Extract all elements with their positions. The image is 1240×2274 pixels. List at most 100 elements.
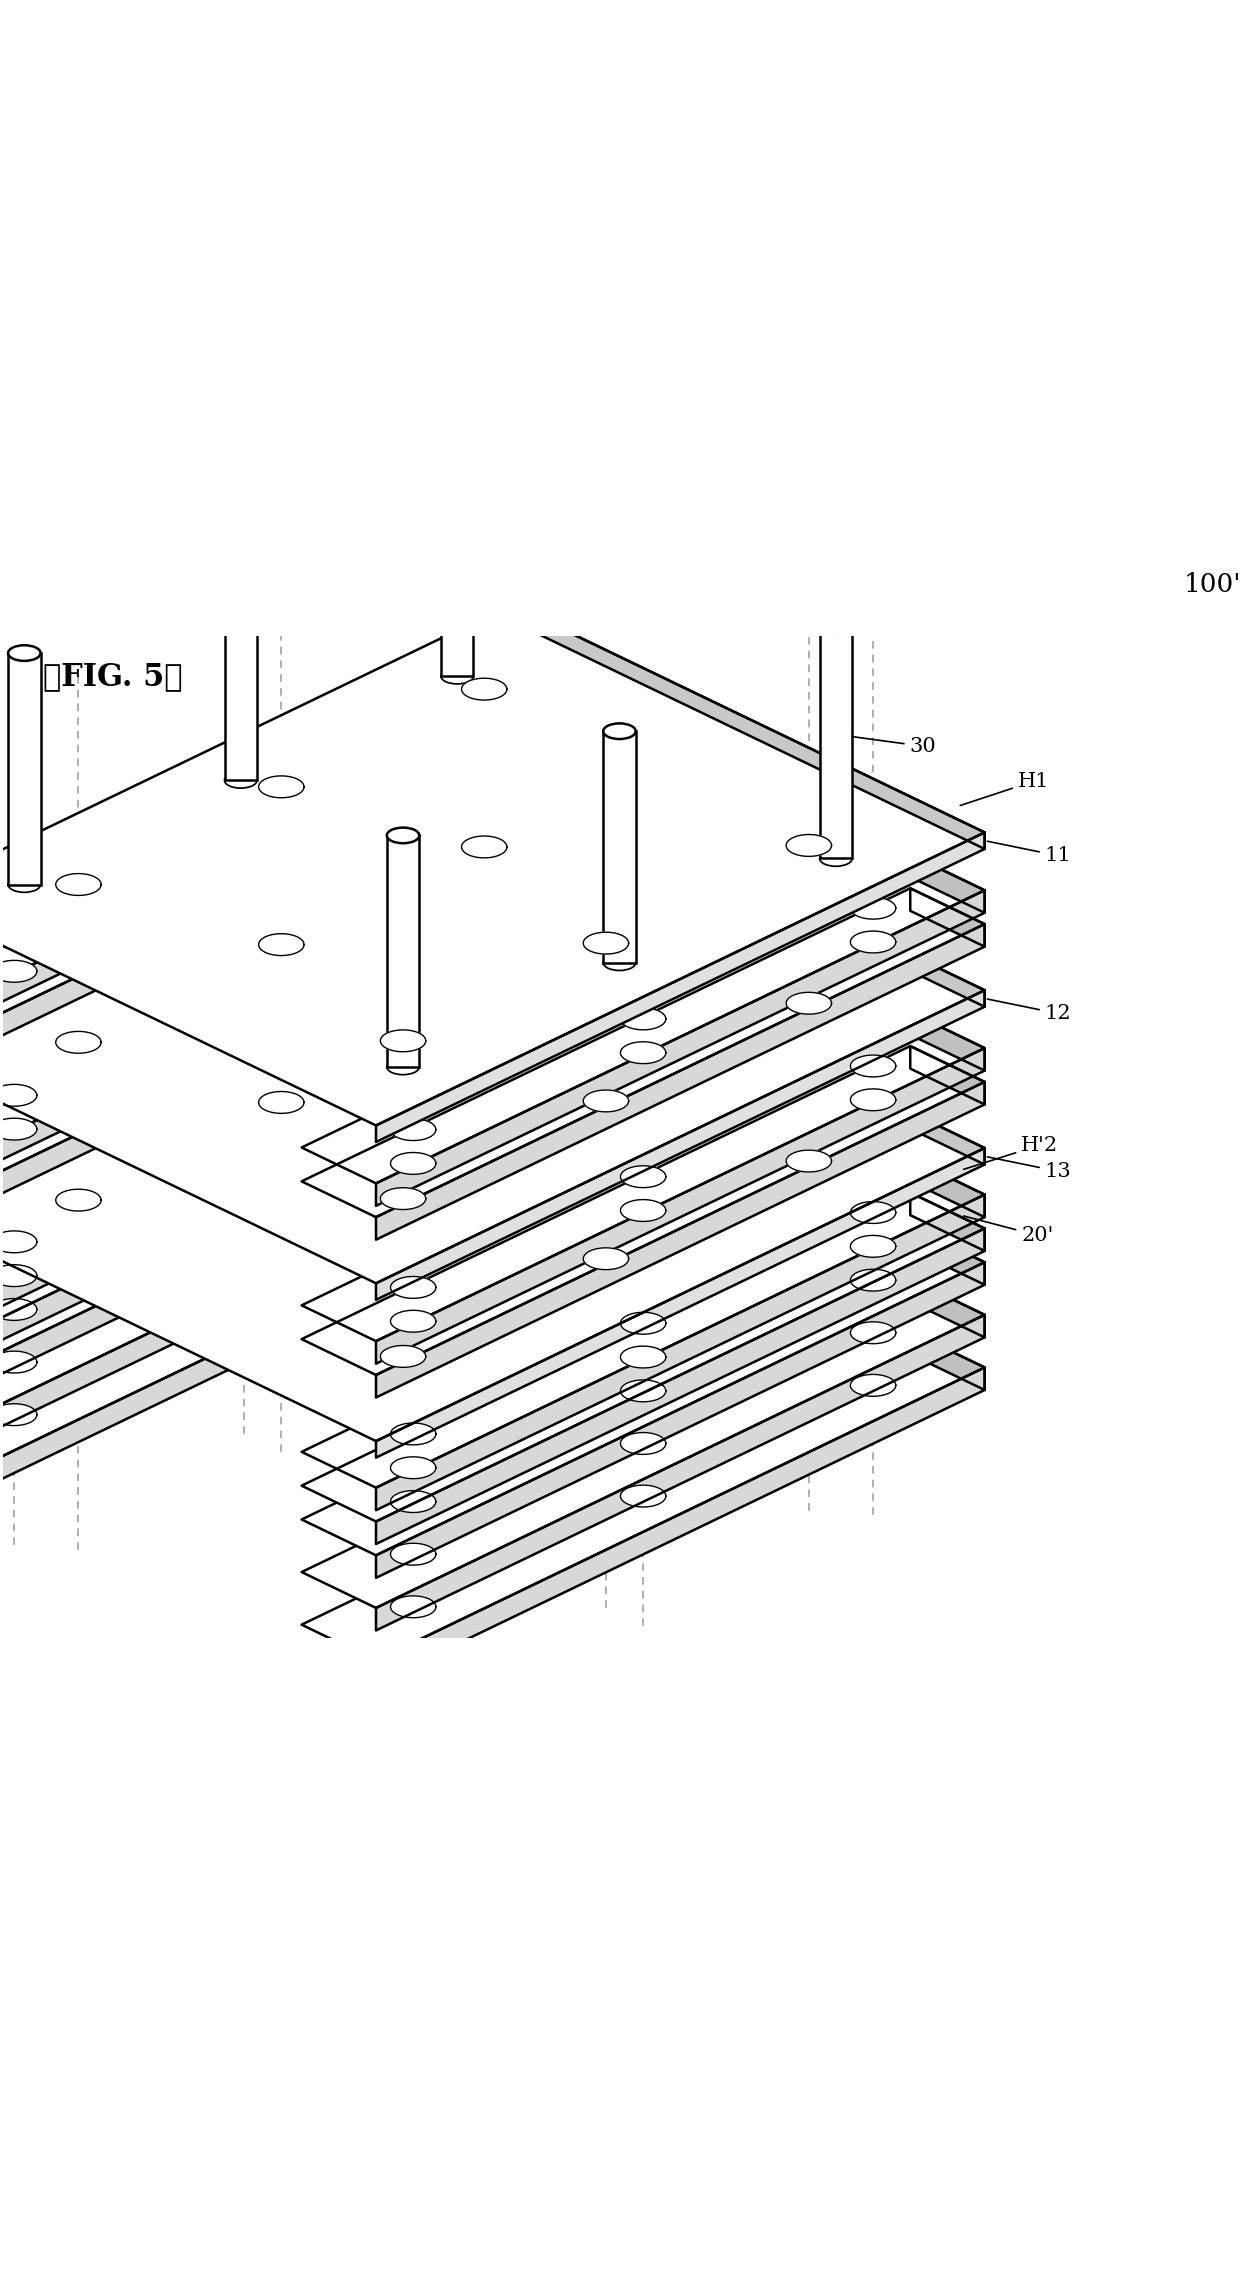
Polygon shape <box>376 832 985 1142</box>
Polygon shape <box>222 1007 267 1030</box>
Polygon shape <box>910 889 985 946</box>
Polygon shape <box>391 1458 436 1478</box>
Polygon shape <box>620 1201 666 1221</box>
Polygon shape <box>391 1424 436 1444</box>
Polygon shape <box>0 1176 585 1492</box>
Polygon shape <box>0 698 585 1014</box>
Polygon shape <box>620 1380 666 1401</box>
Ellipse shape <box>224 541 257 557</box>
Polygon shape <box>391 1153 436 1173</box>
Polygon shape <box>56 1032 102 1053</box>
Polygon shape <box>451 896 497 919</box>
Polygon shape <box>0 960 37 982</box>
Polygon shape <box>461 994 507 1016</box>
Polygon shape <box>910 1278 985 1337</box>
Polygon shape <box>511 1035 585 1094</box>
Polygon shape <box>376 1082 985 1399</box>
Text: H1: H1 <box>960 771 1049 805</box>
Polygon shape <box>301 1226 985 1555</box>
Polygon shape <box>620 1041 666 1064</box>
Polygon shape <box>376 989 985 1301</box>
Polygon shape <box>511 662 585 721</box>
Polygon shape <box>786 1151 832 1171</box>
Text: 12: 12 <box>987 998 1071 1023</box>
Text: 20': 20' <box>963 1217 1054 1244</box>
Polygon shape <box>910 1192 985 1251</box>
Polygon shape <box>620 1433 666 1455</box>
Text: H'2: H'2 <box>963 1135 1058 1169</box>
Polygon shape <box>851 1055 895 1078</box>
Polygon shape <box>0 762 985 1283</box>
Polygon shape <box>301 1278 985 1608</box>
Polygon shape <box>511 855 585 912</box>
Text: 13: 13 <box>987 1157 1071 1180</box>
Polygon shape <box>786 991 832 1014</box>
Polygon shape <box>820 628 852 860</box>
Polygon shape <box>0 921 985 1442</box>
Polygon shape <box>0 1230 37 1253</box>
Polygon shape <box>0 1351 37 1373</box>
Polygon shape <box>0 696 585 1026</box>
Polygon shape <box>910 1160 985 1217</box>
Polygon shape <box>259 935 304 955</box>
Polygon shape <box>511 1001 585 1060</box>
Polygon shape <box>0 1037 585 1353</box>
Polygon shape <box>0 605 985 1126</box>
Polygon shape <box>301 1192 985 1521</box>
Polygon shape <box>910 1046 985 1105</box>
Polygon shape <box>583 932 629 955</box>
Polygon shape <box>461 837 507 857</box>
Polygon shape <box>0 1085 37 1105</box>
Polygon shape <box>56 873 102 896</box>
Ellipse shape <box>9 646 41 662</box>
Polygon shape <box>301 1012 985 1342</box>
Polygon shape <box>0 1298 37 1321</box>
Polygon shape <box>451 1182 497 1205</box>
Polygon shape <box>222 850 267 871</box>
Polygon shape <box>910 855 985 912</box>
Polygon shape <box>461 678 507 700</box>
Polygon shape <box>222 1239 267 1262</box>
Polygon shape <box>851 1373 895 1396</box>
Polygon shape <box>376 1048 985 1364</box>
Polygon shape <box>301 1046 985 1376</box>
Polygon shape <box>851 1321 895 1344</box>
Polygon shape <box>0 1035 585 1362</box>
Polygon shape <box>603 732 636 962</box>
Polygon shape <box>451 1010 497 1032</box>
Ellipse shape <box>820 850 852 866</box>
Polygon shape <box>0 889 585 1205</box>
Ellipse shape <box>820 619 852 634</box>
Text: 【FIG. 5】: 【FIG. 5】 <box>43 662 182 691</box>
Polygon shape <box>851 1201 895 1223</box>
Polygon shape <box>376 891 985 1205</box>
Polygon shape <box>451 705 497 728</box>
Polygon shape <box>301 855 985 1182</box>
Polygon shape <box>0 855 585 1182</box>
Polygon shape <box>301 1333 985 1660</box>
Polygon shape <box>381 1187 425 1210</box>
Polygon shape <box>56 1189 102 1212</box>
Polygon shape <box>0 1403 37 1426</box>
Polygon shape <box>851 1235 895 1258</box>
Ellipse shape <box>9 878 41 891</box>
Polygon shape <box>222 1294 267 1314</box>
Polygon shape <box>222 1187 267 1210</box>
Polygon shape <box>391 1276 436 1298</box>
Polygon shape <box>391 1596 436 1617</box>
Polygon shape <box>0 732 585 1048</box>
Ellipse shape <box>603 723 636 739</box>
Polygon shape <box>511 1139 585 1198</box>
Polygon shape <box>620 1346 666 1369</box>
Polygon shape <box>451 862 497 885</box>
Polygon shape <box>222 816 267 837</box>
Text: 100": 100" <box>1183 573 1240 598</box>
Polygon shape <box>451 739 497 762</box>
Polygon shape <box>511 605 985 848</box>
Polygon shape <box>391 1492 436 1512</box>
Polygon shape <box>381 1346 425 1367</box>
Polygon shape <box>376 1314 985 1630</box>
Polygon shape <box>9 653 41 885</box>
Polygon shape <box>851 1269 895 1292</box>
Polygon shape <box>222 1121 267 1142</box>
